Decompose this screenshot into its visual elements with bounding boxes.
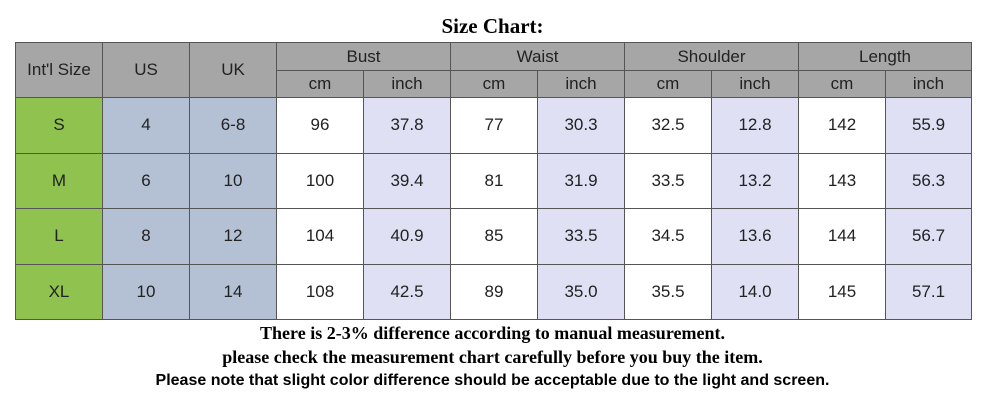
data-cell: 96 — [276, 97, 364, 154]
data-cell: 31.9 — [537, 152, 625, 209]
size-cell: S — [15, 97, 103, 154]
data-cell: 32.5 — [624, 97, 712, 154]
header-unit: inch — [537, 70, 625, 98]
header-unit: inch — [885, 70, 972, 98]
header-group: Waist — [450, 42, 625, 71]
data-cell: 8 — [102, 208, 190, 265]
header-unit: cm — [276, 70, 364, 98]
data-cell: 10 — [189, 152, 277, 209]
data-cell: 10 — [102, 263, 190, 320]
data-cell: 55.9 — [885, 97, 972, 154]
data-cell: 30.3 — [537, 97, 625, 154]
header-unit: cm — [624, 70, 712, 98]
data-cell: 33.5 — [537, 208, 625, 265]
data-cell: 4 — [102, 97, 190, 154]
header-cell: US — [102, 42, 190, 98]
data-cell: 40.9 — [363, 208, 451, 265]
data-cell: 35.5 — [624, 263, 712, 320]
data-cell: 142 — [798, 97, 886, 154]
data-cell: 85 — [450, 208, 538, 265]
data-cell: 89 — [450, 263, 538, 320]
data-cell: 77 — [450, 97, 538, 154]
data-cell: 108 — [276, 263, 364, 320]
header-unit: inch — [711, 70, 799, 98]
data-cell: 13.6 — [711, 208, 799, 265]
note: There is 2-3% difference according to ma… — [260, 323, 725, 343]
header-group: Length — [798, 42, 972, 71]
data-cell: 6 — [102, 152, 190, 209]
data-cell: 57.1 — [885, 263, 972, 320]
header-cell: UK — [189, 42, 277, 98]
size-cell: XL — [15, 263, 103, 320]
title: Size Chart: — [441, 14, 544, 38]
data-cell: 100 — [276, 152, 364, 209]
data-cell: 144 — [798, 208, 886, 265]
data-cell: 143 — [798, 152, 886, 209]
data-cell: 104 — [276, 208, 364, 265]
data-cell: 42.5 — [363, 263, 451, 320]
data-cell: 39.4 — [363, 152, 451, 209]
header-unit: inch — [363, 70, 451, 98]
header-unit: cm — [798, 70, 886, 98]
data-cell: 12 — [189, 208, 277, 265]
data-cell: 35.0 — [537, 263, 625, 320]
data-cell: 34.5 — [624, 208, 712, 265]
header-group: Shoulder — [624, 42, 799, 71]
data-cell: 14 — [189, 263, 277, 320]
data-cell: 6-8 — [189, 97, 277, 154]
data-cell: 14.0 — [711, 263, 799, 320]
data-cell: 81 — [450, 152, 538, 209]
data-cell: 145 — [798, 263, 886, 320]
header-cell: Int'l Size — [15, 42, 103, 98]
data-cell: 37.8 — [363, 97, 451, 154]
data-cell: 56.3 — [885, 152, 972, 209]
data-cell: 33.5 — [624, 152, 712, 209]
size-cell: M — [15, 152, 103, 209]
note: please check the measurement chart caref… — [222, 347, 763, 367]
header-unit: cm — [450, 70, 538, 98]
note: Please note that slight color difference… — [155, 372, 830, 389]
header-group: Bust — [276, 42, 451, 71]
data-cell: 13.2 — [711, 152, 799, 209]
data-cell: 56.7 — [885, 208, 972, 265]
data-cell: 12.8 — [711, 97, 799, 154]
size-cell: L — [15, 208, 103, 265]
